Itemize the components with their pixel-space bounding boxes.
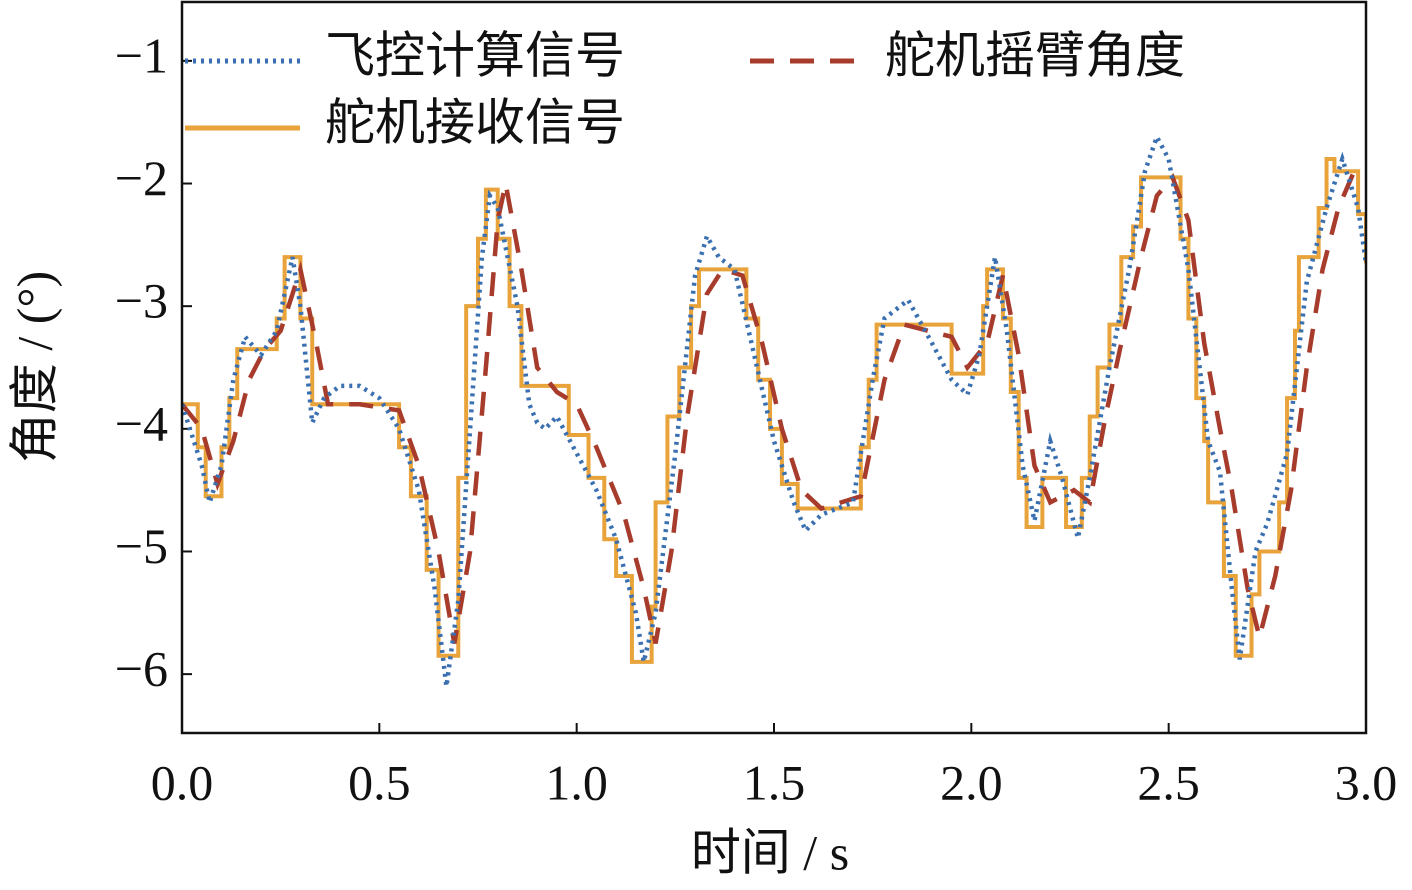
x-tick-label: 0.5	[348, 754, 411, 810]
legend-label: 舵机摇臂角度	[885, 27, 1185, 83]
y-tick-label: −5	[115, 518, 168, 574]
y-tick-label: −2	[115, 150, 168, 206]
x-tick-label: 0.0	[151, 754, 214, 810]
y-tick-label: −4	[115, 395, 168, 451]
x-tick-label: 3.0	[1335, 754, 1398, 810]
legend-label: 舵机接收信号	[325, 94, 625, 150]
legend-label: 飞控计算信号	[325, 27, 625, 83]
x-tick-label: 1.5	[743, 754, 806, 810]
x-tick-label: 2.5	[1137, 754, 1200, 810]
y-axis-label: 角度 / (°)	[6, 271, 62, 463]
plot-frame	[180, 0, 1368, 735]
x-tick-label: 2.0	[940, 754, 1003, 810]
y-tick-label: −1	[115, 27, 168, 83]
y-tick-label: −6	[115, 641, 168, 697]
series-line	[182, 169, 1366, 644]
x-tick-label: 1.0	[545, 754, 608, 810]
y-tick-label: −3	[115, 273, 168, 329]
series-line	[182, 156, 1366, 664]
x-axis-label: 时间 / s	[691, 824, 849, 880]
